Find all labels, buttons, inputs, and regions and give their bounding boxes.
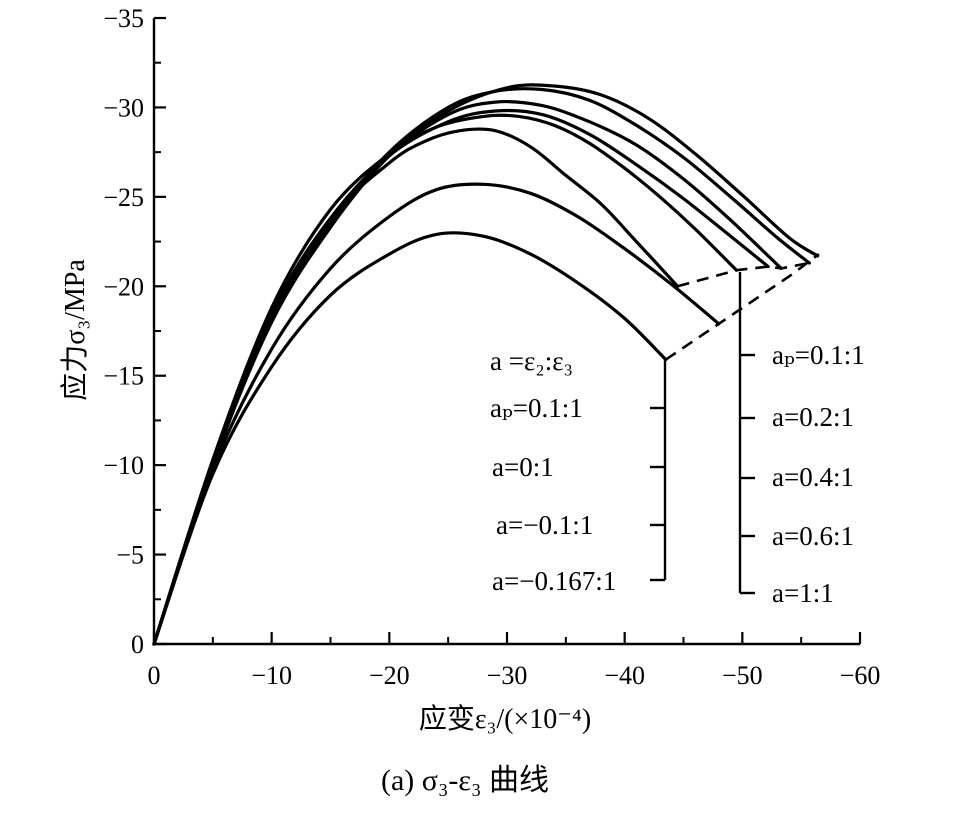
tick-marks <box>152 16 862 646</box>
legend: a =ε₂:ε₃ aₚ=0.1:1 a=0:1 a=−0.1:1 a=−0.16… <box>490 272 865 608</box>
chart-caption: (a) σ₃-ε₃ 曲线 <box>381 764 549 797</box>
y-tick-label: −5 <box>116 541 144 570</box>
legend-left-label: a=0:1 <box>492 452 554 482</box>
y-tick-label: −10 <box>103 451 144 480</box>
series-line <box>152 182 721 646</box>
y-tick-label: −20 <box>103 272 144 301</box>
tick-labels: 0 −10 −20 −30 −40 −50 −60 0 −5 −10 −15 −20 −25 −30 −35 <box>103 4 880 690</box>
legend-right-label: aₚ=0.1:1 <box>772 340 865 370</box>
y-tick-label: 0 <box>131 630 144 659</box>
series-line <box>152 113 738 646</box>
y-tick-label: −15 <box>103 362 144 391</box>
legend-right-label: a=0.6:1 <box>772 521 854 551</box>
legend-left-label: a=−0.1:1 <box>496 510 593 540</box>
legend-title: a =ε₂:ε₃ <box>490 346 573 376</box>
x-tick-label: −30 <box>487 661 528 690</box>
x-tick-label: −40 <box>604 661 645 690</box>
y-tick-label: −30 <box>103 93 144 122</box>
y-tick-label: −25 <box>103 183 144 212</box>
dashed-connectors <box>665 253 820 361</box>
x-tick-label: −10 <box>251 661 292 690</box>
x-axis-title: 应变ε₃/(×10⁻⁴) <box>419 703 591 735</box>
series-line <box>152 83 820 646</box>
legend-right-label: a=1:1 <box>772 578 834 608</box>
dashed-connector <box>677 261 810 288</box>
legend-right-label: a=0.2:1 <box>772 402 854 432</box>
series-line <box>152 231 668 646</box>
legend-right-label: a=0.4:1 <box>772 462 854 492</box>
plot-area: 0 −10 −20 −30 −40 −50 −60 0 −5 −10 −15 −20 −25 −30 −35 <box>103 4 880 690</box>
y-tick-label: −35 <box>103 4 144 33</box>
x-tick-label: 0 <box>148 661 161 690</box>
x-tick-label: −60 <box>840 661 881 690</box>
x-tick-label: −20 <box>369 661 410 690</box>
legend-left-label: a=−0.167:1 <box>492 566 616 596</box>
data-curves <box>152 83 820 646</box>
x-tick-label: −50 <box>722 661 763 690</box>
legend-left-label: aₚ=0.1:1 <box>490 393 583 423</box>
y-axis-title: 应力σ₃/MPa <box>59 259 91 401</box>
